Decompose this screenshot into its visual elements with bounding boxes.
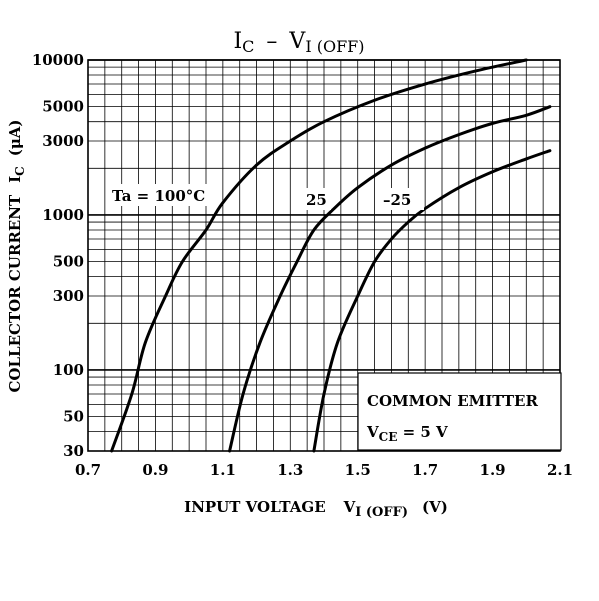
title-var: V	[288, 29, 306, 54]
y-axis-symbol-sub: C	[13, 166, 27, 176]
annotation-box-frame	[357, 372, 562, 451]
title-main: I	[233, 29, 242, 54]
y-tick-label: 10000	[32, 51, 84, 69]
y-axis-unit: (μA)	[6, 119, 24, 156]
x-tick-label: 0.7	[75, 461, 101, 479]
annotation-vce-value: = 5 V	[397, 423, 448, 441]
x-axis-symbol-sub: I (OFF)	[355, 505, 408, 520]
x-tick-label: 0.9	[142, 461, 168, 479]
y-tick-label: 300	[53, 287, 84, 305]
x-axis-label: INPUT VOLTAGE VI (OFF) (V)	[184, 498, 448, 520]
series-line-0	[110, 58, 528, 453]
series-label-25: 25	[306, 191, 327, 209]
chart-title: IC – VI (OFF)	[233, 29, 364, 56]
y-tick-label: 3000	[42, 132, 84, 150]
x-tick-label: 1.7	[412, 461, 438, 479]
series-line-1	[228, 105, 552, 453]
x-axis-label-text: INPUT VOLTAGE	[184, 498, 325, 516]
series-label-bg-25	[303, 188, 331, 210]
y-tick-label: 1000	[42, 206, 84, 224]
y-tick-label: 30	[63, 442, 84, 460]
series-label-m25: –25	[383, 191, 411, 209]
y-tick-label: 100	[53, 361, 84, 379]
series-label-bg-m25	[380, 188, 424, 210]
y-tick-label: 500	[53, 253, 84, 271]
plot-frame	[87, 59, 561, 452]
x-tick-label: 1.1	[210, 461, 236, 479]
series-label-100: Ta = 100°C	[112, 187, 205, 205]
title-var-sub: I (OFF)	[305, 37, 364, 56]
series-line-2	[312, 149, 552, 453]
x-tick-label: 1.5	[345, 461, 371, 479]
x-axis-unit: (V)	[422, 498, 448, 516]
title-sep: –	[266, 29, 277, 54]
annotation-line1: COMMON EMITTER	[367, 392, 538, 410]
tick-labels: 0.7 0.9 1.1 1.3 1.5 1.7 1.9 2.1 10000 5000 3000 100…	[32, 51, 573, 479]
y-axis-label: COLLECTOR CURRENT IC (μA)	[6, 119, 27, 392]
annotation-box: COMMON EMITTER VCE = 5 V	[357, 372, 562, 451]
x-tick-label: 1.3	[277, 461, 303, 479]
annotation-line2: VCE = 5 V	[366, 423, 448, 444]
y-axis-symbol: I	[6, 176, 24, 183]
x-axis-symbol: V	[343, 498, 356, 516]
curves	[110, 58, 552, 453]
annotation-vce-symbol: V	[366, 423, 379, 441]
y-tick-label: 5000	[42, 98, 84, 116]
series-label-bg-100	[107, 184, 209, 206]
annotation-vce-sub: CE	[379, 430, 398, 444]
title-main-sub: C	[242, 37, 254, 56]
series-labels: Ta = 100°C 25 –25	[107, 184, 424, 210]
x-tick-label: 1.9	[480, 461, 506, 479]
y-axis-label-text: COLLECTOR CURRENT	[6, 194, 24, 392]
y-tick-label: 50	[63, 408, 84, 426]
x-tick-label: 2.1	[547, 461, 573, 479]
